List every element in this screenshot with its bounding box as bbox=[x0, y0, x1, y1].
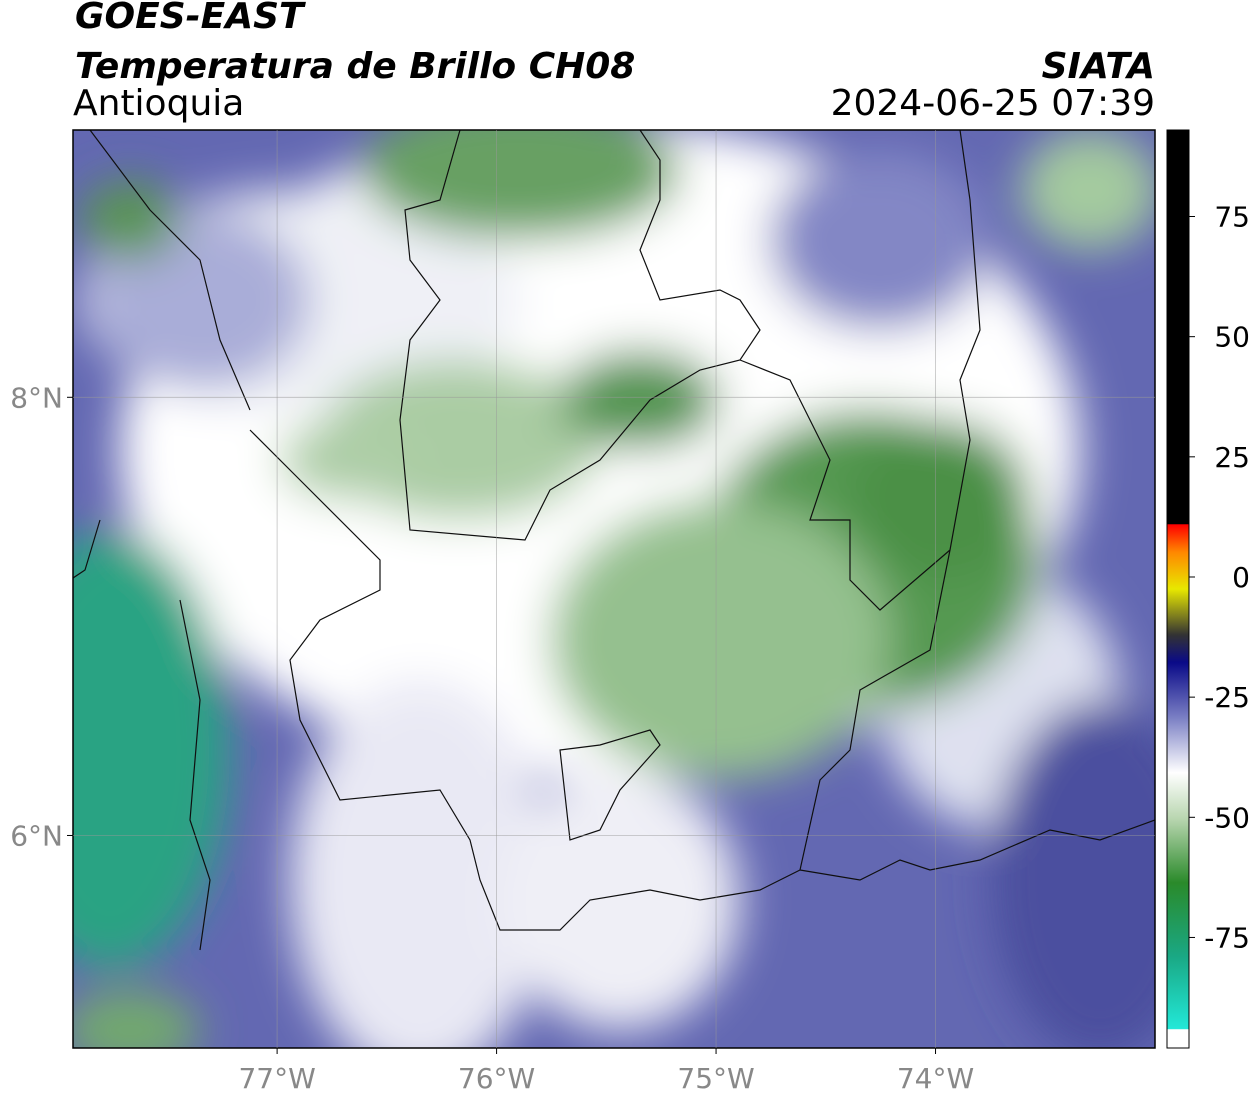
colorbar-tick-label: -25 bbox=[1204, 681, 1250, 714]
x-tick-label: 76°W bbox=[458, 1062, 535, 1095]
x-tick-label: 75°W bbox=[677, 1062, 754, 1095]
region: Antioquia bbox=[73, 83, 244, 124]
colorbar bbox=[1166, 129, 1190, 1049]
x-tick-label: 74°W bbox=[897, 1062, 974, 1095]
y-tick-label: 6°N bbox=[10, 819, 63, 852]
colorbar-tick-label: 0 bbox=[1232, 561, 1250, 594]
colorbar-tick-label: 25 bbox=[1214, 441, 1250, 474]
y-tick-label: 8°N bbox=[10, 381, 63, 414]
title: GOES-EAST bbox=[75, 0, 306, 37]
boundaries bbox=[73, 130, 1155, 951]
datetime: 2024-06-25 07:39 bbox=[831, 83, 1155, 124]
colorbar-tick-label: -50 bbox=[1204, 801, 1250, 834]
subtitle: Temperatura de Brillo CH08 bbox=[75, 46, 635, 87]
colorbar-tick-label: 75 bbox=[1214, 201, 1250, 234]
colorbar-tick-label: 50 bbox=[1214, 321, 1250, 354]
satellite-image bbox=[73, 130, 1155, 1048]
x-tick-label: 77°W bbox=[238, 1062, 315, 1095]
agency: SIATA bbox=[1042, 46, 1155, 87]
colorbar-tick-label: -75 bbox=[1204, 921, 1250, 954]
map-frame bbox=[72, 129, 1156, 1049]
